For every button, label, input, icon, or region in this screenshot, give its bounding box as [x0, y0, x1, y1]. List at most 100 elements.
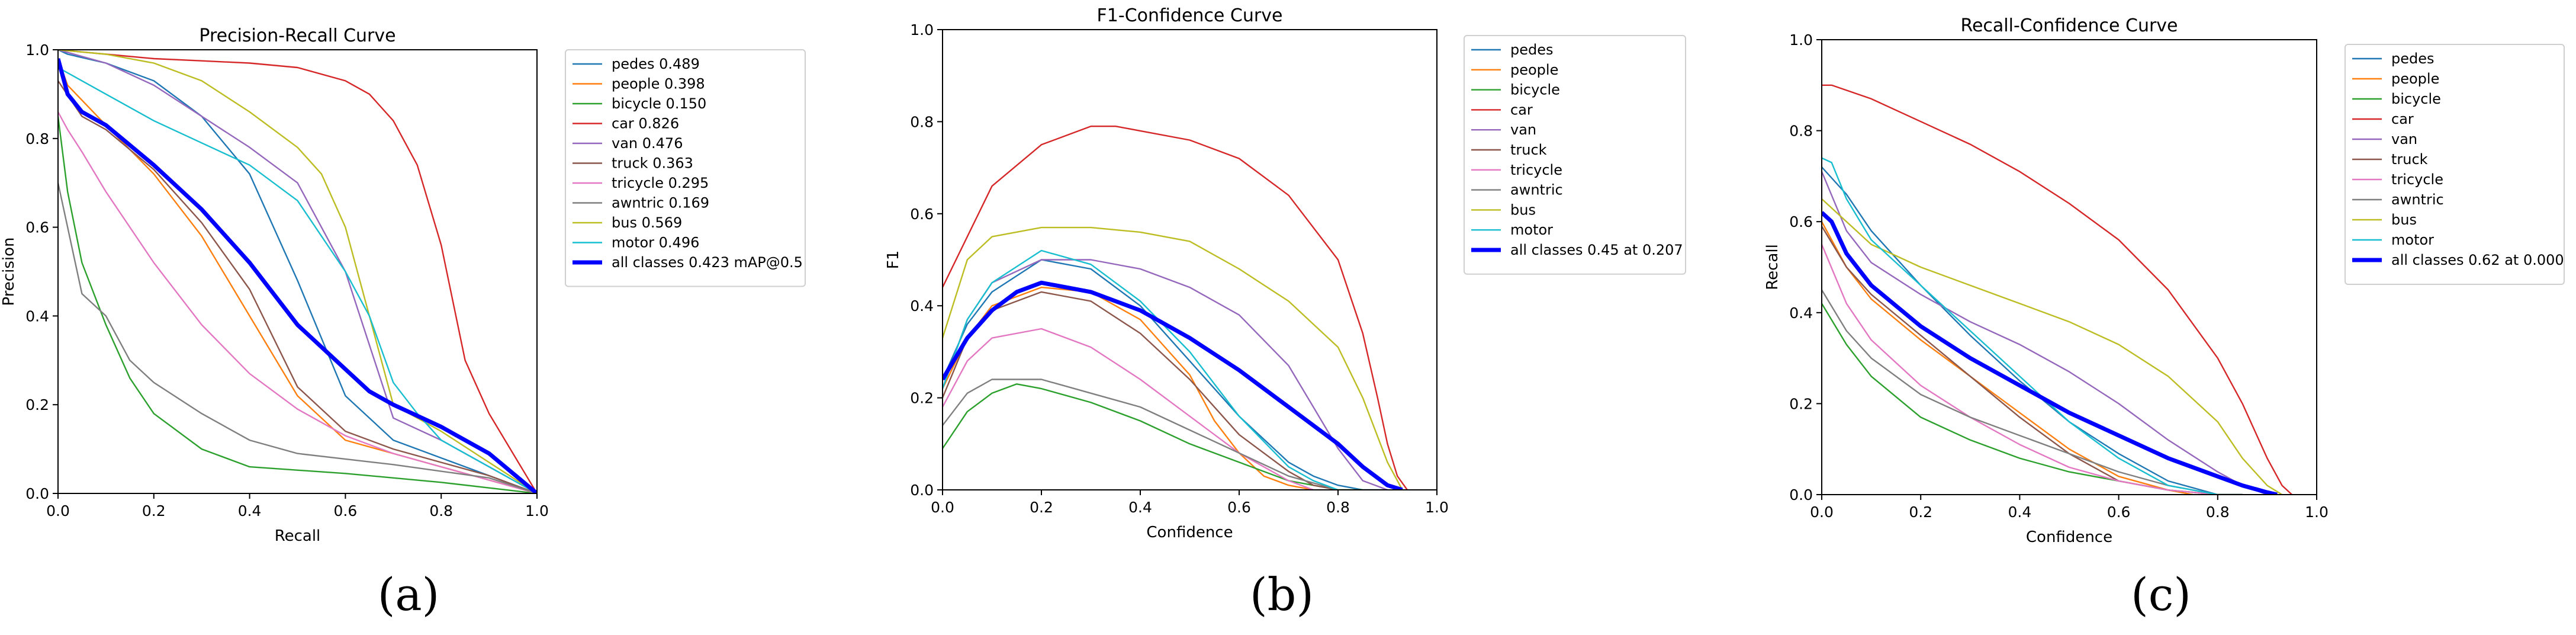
legend-entry: bus 0.569	[612, 214, 682, 231]
legend-entry: truck 0.363	[612, 155, 693, 172]
x-tick-label: 0.0	[931, 499, 954, 516]
legend-entry: awntric	[2391, 191, 2444, 208]
chart-1: Precision-Recall Curve 0.0 0.2 0.4 0.6 0.8 1.0…	[0, 25, 806, 621]
series-lines	[943, 125, 1408, 490]
legend-entry: all classes 0.45 at 0.207	[1510, 242, 1683, 258]
y-tick-label: 0.8	[1789, 123, 1813, 140]
y-tick-label: 0.0	[25, 485, 49, 502]
legend-entry: all classes 0.62 at 0.000	[2391, 252, 2564, 268]
series-lines	[1822, 84, 2293, 495]
x-axis-label: Confidence	[1146, 524, 1233, 541]
chart-title: Recall-Confidence Curve	[1960, 15, 2178, 36]
x-tick-label: 1.0	[525, 502, 549, 519]
series-line-3	[1822, 303, 2243, 495]
y-axis-label: F1	[885, 251, 902, 270]
series-line-8	[943, 379, 1339, 490]
x-tick-label: 0.4	[1128, 499, 1152, 516]
legend-entry: awntric	[1510, 182, 1563, 198]
legend-entry: bicycle 0.150	[612, 95, 706, 112]
series-line-1	[943, 259, 1388, 490]
legend-entry: motor	[2391, 232, 2434, 248]
series-line-11	[1822, 211, 2278, 495]
legend-entry: tricycle	[1510, 162, 1562, 178]
y-tick-label: 1.0	[910, 21, 934, 39]
legend: pedes people bicycle car van truck tricycle awn…	[1464, 35, 1686, 275]
series-line-9	[1822, 198, 2283, 495]
series-line-10	[943, 249, 1339, 490]
legend-entry: car	[1510, 101, 1533, 118]
series-line-10	[58, 66, 537, 493]
y-tick-label: 0.8	[910, 113, 934, 130]
y-tick-label: 0.4	[910, 297, 934, 315]
series-line-9	[943, 226, 1403, 490]
panel-label: (a)	[378, 568, 440, 621]
x-tick-label: 0.8	[429, 502, 453, 519]
series-line-7	[943, 328, 1314, 490]
x-tick-label: 0.6	[1227, 499, 1251, 516]
legend-entry: awntric 0.169	[612, 195, 709, 211]
legend-entry: people	[2391, 70, 2439, 87]
series-line-7	[1822, 244, 2218, 495]
series-line-10	[1822, 157, 2218, 495]
y-tick-label: 0.2	[25, 396, 49, 413]
x-tick-label: 0.0	[1810, 503, 1834, 521]
series-line-9	[58, 50, 537, 493]
series-line-2	[943, 286, 1314, 490]
y-tick-label: 0.6	[910, 206, 934, 223]
chart-title: Precision-Recall Curve	[199, 25, 395, 46]
series-line-2	[1822, 221, 2194, 495]
panel-label: (b)	[1250, 568, 1314, 621]
series-line-1	[58, 50, 537, 493]
legend-entry: bus	[1510, 201, 1536, 218]
legend-entry: motor 0.496	[612, 235, 699, 251]
legend-entry: van 0.476	[612, 135, 683, 152]
chart-2: F1-Confidence Curve 0.0 0.2 0.4 0.6 0.8 1.0 0.0…	[885, 5, 1686, 621]
series-line-4	[943, 125, 1408, 490]
legend-entry: van	[2391, 131, 2417, 147]
legend-entry: people	[1510, 62, 1558, 78]
axes-frame	[942, 29, 1437, 490]
x-axis-label: Recall	[275, 527, 321, 545]
series-line-11	[58, 58, 537, 493]
series-lines	[58, 50, 537, 493]
series-line-4	[1822, 84, 2293, 495]
x-tick-label: 0.8	[1326, 499, 1350, 516]
x-axis-label: Confidence	[2026, 528, 2112, 546]
series-line-2	[58, 58, 537, 493]
y-tick-label: 0.8	[25, 130, 49, 147]
x-tick-label: 0.0	[46, 502, 70, 519]
y-tick-label: 1.0	[25, 41, 49, 59]
x-tick-label: 1.0	[1425, 499, 1449, 516]
axes-frame	[57, 49, 538, 494]
y-tick-label: 0.6	[25, 219, 49, 236]
series-line-7	[58, 111, 537, 493]
x-tick-label: 0.4	[2008, 503, 2032, 521]
legend-entry: tricycle 0.295	[612, 175, 709, 191]
series-line-1	[1822, 166, 2243, 495]
series-line-4	[58, 50, 537, 493]
series-line-5	[943, 259, 1388, 490]
legend-entry: pedes	[2391, 50, 2435, 67]
y-tick-label: 0.0	[1789, 486, 1813, 503]
legend-entry: pedes 0.489	[612, 56, 700, 72]
legend-entry: bus	[2391, 211, 2417, 228]
y-tick-label: 0.6	[1789, 213, 1813, 230]
legend-entry: all classes 0.423 mAP@0.5	[612, 254, 803, 271]
legend-entry: van	[1510, 121, 1536, 138]
series-line-3	[58, 116, 537, 493]
legend: pedes people bicycle car van truck tricycle awn…	[2345, 44, 2565, 285]
legend-frame	[1464, 35, 1686, 275]
series-line-6	[58, 80, 537, 493]
series-line-5	[58, 50, 537, 493]
chart-title: F1-Confidence Curve	[1097, 5, 1283, 26]
x-tick-label: 0.2	[1030, 499, 1053, 516]
legend-entry: bicycle	[2391, 91, 2441, 107]
legend-frame	[2345, 44, 2565, 285]
legend-entry: tricycle	[2391, 171, 2443, 188]
legend-entry: bicycle	[1510, 82, 1560, 98]
legend: pedes 0.489 people 0.398 bicycle 0.150 car …	[565, 49, 806, 287]
y-tick-label: 1.0	[1789, 31, 1813, 49]
x-tick-label: 1.0	[2305, 503, 2329, 521]
y-tick-label: 0.4	[25, 307, 49, 325]
